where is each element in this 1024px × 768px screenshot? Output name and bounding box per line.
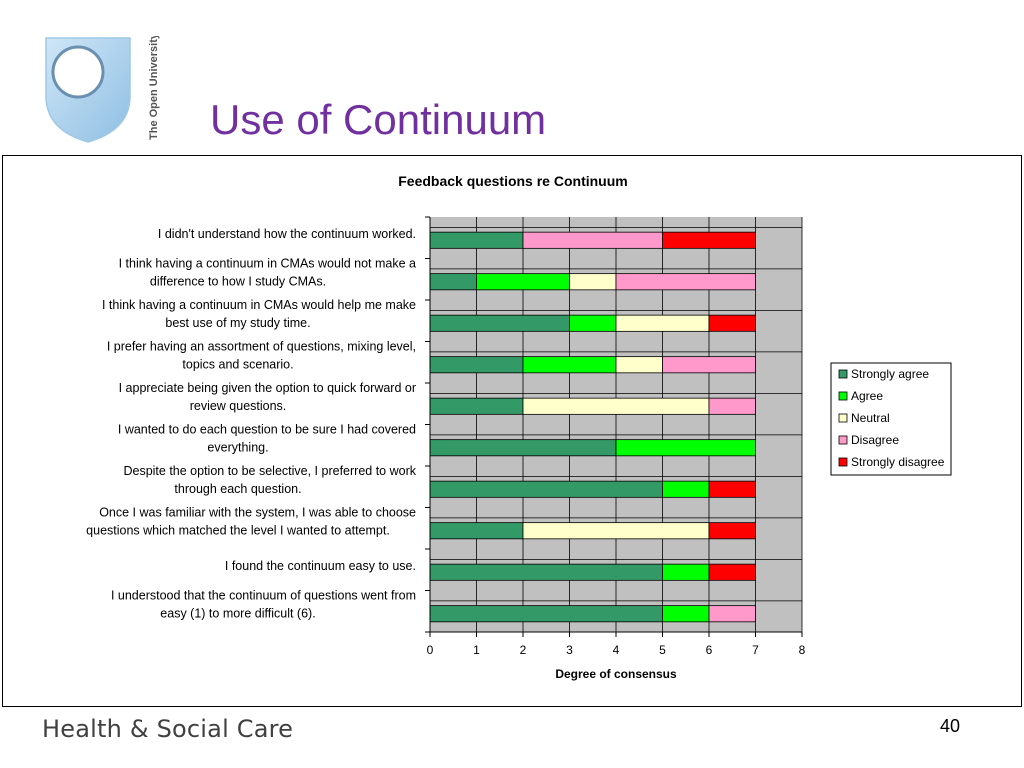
bar-segment xyxy=(429,439,617,457)
x-tick-label: 8 xyxy=(799,643,806,657)
bar-segment xyxy=(429,605,663,623)
bar-segment xyxy=(615,273,756,291)
stacked-bar-chart: Feedback questions re Continuum 0 1 2 3 4 5 6 7 8… xyxy=(86,173,952,681)
bar-segment xyxy=(662,563,710,581)
bar-segment xyxy=(429,231,524,249)
bar-segment xyxy=(429,273,477,291)
x-tick-label: 6 xyxy=(706,643,713,657)
open-university-logo: The Open University xyxy=(45,36,160,143)
bar-segment xyxy=(615,314,710,332)
bar-segment xyxy=(476,273,570,291)
category-label: everything. xyxy=(207,440,268,454)
category-label: I appreciate being given the option to q… xyxy=(119,381,416,395)
x-tick-label: 0 xyxy=(427,643,434,657)
bar-segment xyxy=(615,439,756,457)
chart-title: Feedback questions re Continuum xyxy=(398,173,627,189)
chart-frame: Feedback questions re Continuum 0 1 2 3 4 5 6 7 8… xyxy=(2,155,1022,707)
bar-segment xyxy=(708,605,756,623)
bar-segment xyxy=(615,356,663,374)
category-label: Despite the option to be selective, I pr… xyxy=(123,464,416,478)
bar-segment xyxy=(708,563,756,581)
bar-segment xyxy=(429,563,663,581)
bar-segment xyxy=(708,314,756,332)
category-label: I think having a continuum in CMAs would… xyxy=(102,298,416,312)
bar-segment xyxy=(429,314,570,332)
slide-title: Use of Continuum xyxy=(210,96,547,143)
category-label: I understood that the continuum of quest… xyxy=(111,588,416,602)
bar-segment xyxy=(708,397,756,415)
category-label: I prefer having an assortment of questio… xyxy=(107,339,416,353)
footer-text: Health & Social Care xyxy=(42,715,294,743)
x-axis-label: Degree of consensus xyxy=(555,667,677,681)
legend-swatch xyxy=(838,457,848,467)
page-number: 40 xyxy=(940,716,961,736)
bar-segment xyxy=(569,314,617,332)
category-label: I didn't understand how the continuum wo… xyxy=(158,227,416,241)
category-label: best use of my study time. xyxy=(165,316,310,330)
category-label: through each question. xyxy=(174,482,301,496)
category-label: Once I was familiar with the system, I w… xyxy=(99,505,416,519)
bar-segment xyxy=(429,356,524,374)
legend-label: Neutral xyxy=(851,411,890,425)
legend-label: Agree xyxy=(851,389,883,403)
category-label: review questions. xyxy=(190,399,287,413)
x-tick-label: 5 xyxy=(659,643,666,657)
x-tick-label: 4 xyxy=(613,643,620,657)
logo-text: The Open University xyxy=(148,36,160,140)
bar-segment xyxy=(522,522,710,540)
bar-segment xyxy=(429,480,663,498)
bar-segment xyxy=(429,397,524,415)
category-label: easy (1) to more difficult (6). xyxy=(160,606,315,620)
bar-segment xyxy=(429,522,524,540)
x-tick-label: 3 xyxy=(566,643,573,657)
bar-segment xyxy=(522,397,710,415)
bar-segment xyxy=(662,356,756,374)
legend-label: Disagree xyxy=(851,433,899,447)
bar-segment xyxy=(708,522,756,540)
category-label: I think having a continuum in CMAs would… xyxy=(119,256,416,270)
category-label: I wanted to do each question to be sure … xyxy=(118,422,416,436)
bar-segment xyxy=(662,480,710,498)
bar-segment xyxy=(662,231,756,249)
legend-swatch xyxy=(838,369,848,379)
bar-segment xyxy=(522,356,617,374)
category-label: difference to how I study CMAs. xyxy=(150,274,326,288)
legend-box xyxy=(830,362,952,476)
bar-segment xyxy=(569,273,617,291)
legend-label: Strongly agree xyxy=(851,367,929,381)
category-label: topics and scenario. xyxy=(182,357,293,371)
legend-swatch xyxy=(838,413,848,423)
x-tick-label: 2 xyxy=(520,643,527,657)
bar-segment xyxy=(662,605,710,623)
x-tick-label: 7 xyxy=(752,643,759,657)
category-label: I found the continuum easy to use. xyxy=(225,559,416,573)
legend-swatch xyxy=(838,435,848,445)
bar-segment xyxy=(708,480,756,498)
legend-swatch xyxy=(838,391,848,401)
bar-segment xyxy=(522,231,663,249)
x-tick-label: 1 xyxy=(473,643,480,657)
legend-label: Strongly disagree xyxy=(851,455,945,469)
category-label: questions which matched the level I want… xyxy=(86,523,390,537)
